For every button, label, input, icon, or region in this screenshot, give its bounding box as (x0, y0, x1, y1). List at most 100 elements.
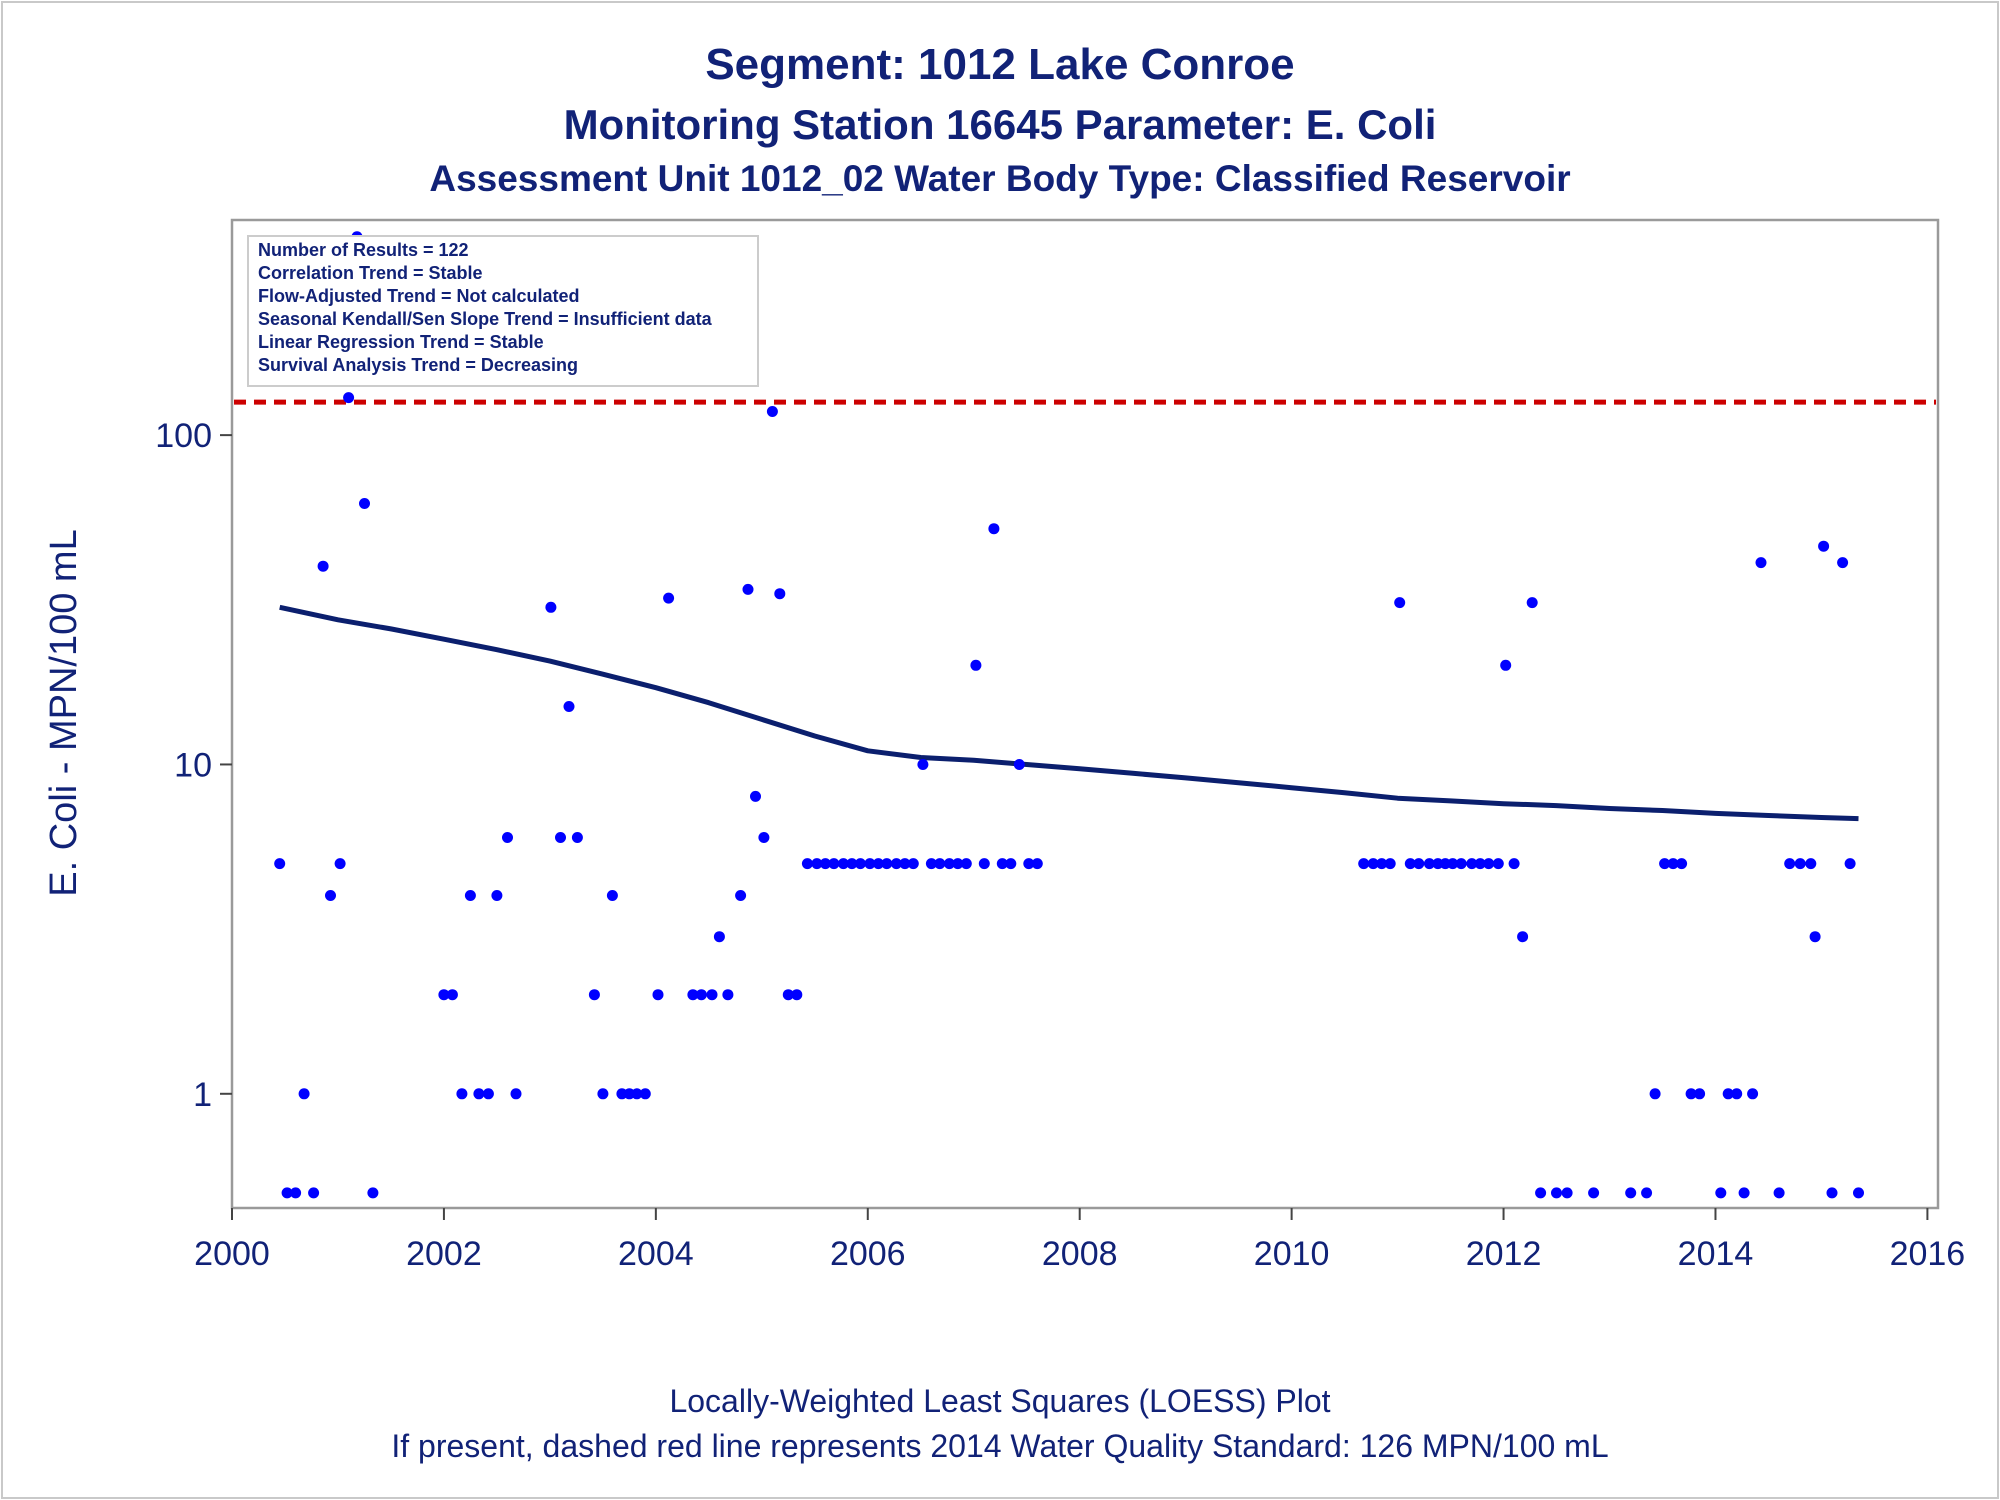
x-axis: 2000 2002 2004 2006 2008 2010 2012 2014 2016 (194, 1208, 1965, 1273)
data-point (1358, 858, 1370, 870)
stats-box-border (247, 235, 759, 387)
data-point (274, 858, 286, 870)
data-point (588, 989, 600, 1001)
x-tick-label: 2006 (830, 1235, 906, 1273)
data-point (872, 858, 884, 870)
data-point (1773, 1187, 1785, 1199)
data-point (606, 890, 618, 901)
data-point (317, 560, 329, 572)
data-point (367, 1187, 379, 1199)
y-axis-label: E. Coli - MPN/100 mL (43, 529, 85, 896)
data-point (290, 1187, 302, 1199)
data-point (1561, 1187, 1573, 1199)
data-point (1447, 858, 1459, 870)
x-tick-label: 2008 (1042, 1235, 1118, 1273)
data-point (706, 989, 718, 1001)
data-point (917, 759, 929, 770)
data-point (801, 858, 813, 870)
data-point (978, 858, 990, 870)
y-tick-label: 100 (155, 417, 212, 455)
data-point (1023, 858, 1035, 870)
data-point (1659, 858, 1671, 870)
data-point (438, 989, 450, 1001)
data-point (1794, 858, 1806, 870)
data-point (563, 701, 575, 712)
data-point (881, 858, 893, 870)
data-point (934, 858, 946, 870)
data-point (1667, 858, 1679, 870)
x-tick-label: 2014 (1678, 1235, 1754, 1273)
x-tick-label: 2012 (1466, 1235, 1542, 1273)
data-point (952, 858, 964, 870)
data-point (1853, 1187, 1864, 1199)
data-point (766, 406, 778, 417)
data-point (1404, 858, 1416, 870)
data-point (639, 1088, 651, 1100)
stats-line: Linear Regression Trend = Stable (258, 332, 544, 352)
data-point (1588, 1187, 1600, 1199)
loess-line (279, 604, 1859, 822)
data-point (1508, 858, 1520, 870)
data-point (1551, 1187, 1562, 1199)
data-point (1715, 1187, 1727, 1199)
data-point (899, 858, 911, 870)
data-point (1526, 597, 1538, 609)
data-point (1844, 858, 1856, 870)
stats-line: Correlation Trend = Stable (258, 263, 483, 283)
data-point (819, 858, 831, 870)
chart-title: Segment: 1012 Lake Conroe (705, 40, 1295, 89)
data-point (545, 601, 557, 613)
data-point (1676, 858, 1688, 870)
data-point (988, 523, 1000, 535)
data-point (1367, 858, 1379, 870)
data-point (1694, 1088, 1706, 1100)
data-point (1492, 858, 1504, 870)
data-point (960, 858, 972, 870)
data-point (1376, 858, 1388, 870)
data-point (750, 790, 761, 802)
data-point (1805, 858, 1817, 870)
data-point (742, 583, 754, 595)
data-point (837, 858, 849, 870)
data-point (510, 1088, 522, 1100)
data-point (996, 858, 1008, 870)
data-point (722, 989, 734, 1001)
points-group (274, 231, 1864, 1199)
data-point (713, 931, 725, 943)
data-point (1500, 659, 1512, 671)
data-point (1535, 1187, 1547, 1199)
x-tick-label: 2010 (1254, 1235, 1330, 1273)
x-tick-label: 2004 (618, 1235, 694, 1273)
data-point (782, 989, 794, 1001)
y-axis: 1 10 100 (155, 417, 232, 1114)
chart-subtitle-2: Assessment Unit 1012_02 Water Body Type:… (429, 158, 1571, 199)
data-point (1731, 1088, 1743, 1100)
data-point (1031, 858, 1043, 870)
stats-line: Flow-Adjusted Trend = Not calculated (258, 286, 580, 306)
data-point (1837, 557, 1849, 569)
data-point (456, 1088, 468, 1100)
data-point (1394, 597, 1406, 609)
data-point (1826, 1187, 1838, 1199)
data-point (482, 1088, 494, 1100)
data-point (735, 890, 747, 901)
data-point (491, 890, 503, 901)
data-point (334, 858, 346, 870)
data-point (1455, 858, 1467, 870)
data-point (1474, 858, 1486, 870)
data-point (298, 1088, 310, 1100)
data-point (502, 832, 513, 843)
data-point (571, 832, 583, 843)
data-point (1809, 931, 1821, 943)
data-point (359, 498, 370, 509)
x-tick-label: 2016 (1890, 1235, 1966, 1273)
data-point (925, 858, 937, 870)
data-point (758, 832, 770, 843)
data-point (446, 989, 458, 1001)
y-tick-label: 1 (193, 1076, 212, 1114)
data-point (1641, 1187, 1653, 1199)
data-point (631, 1088, 643, 1100)
data-point (811, 858, 823, 870)
data-point (1423, 858, 1435, 870)
